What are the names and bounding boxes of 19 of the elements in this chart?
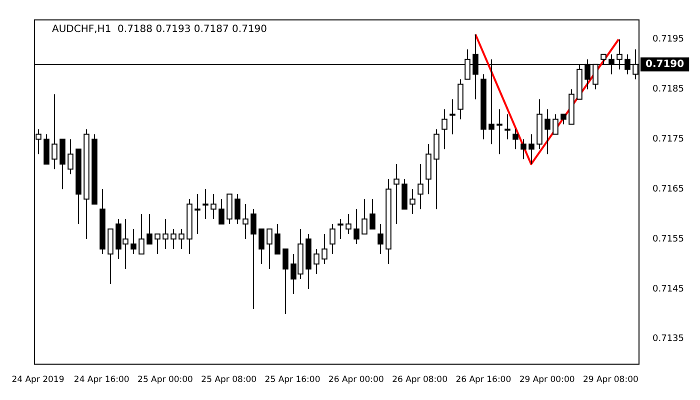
x-tick-label: 26 Apr 16:00 (456, 375, 512, 386)
x-tick-label: 24 Apr 2019 (12, 375, 64, 386)
x-tick-label: 24 Apr 16:00 (74, 375, 130, 386)
y-tick-label: 0.7195 (652, 34, 684, 45)
y-tick-label: 0.7145 (652, 284, 684, 294)
y-tick-label: 0.7165 (652, 184, 684, 194)
ref-line-label: 0.7190 (646, 58, 684, 70)
y-tick-label: 0.7185 (652, 84, 684, 95)
x-tick-label: 25 Apr 08:00 (201, 375, 257, 386)
x-tick-label: 26 Apr 08:00 (392, 375, 448, 386)
chart-title: AUDCHF,H1 0.7188 0.7193 0.7187 0.7190 (52, 24, 268, 35)
x-tick-label: 25 Apr 00:00 (138, 375, 193, 386)
x-tick-label: 29 Apr 08:00 (582, 375, 638, 386)
x-tick-label: 25 Apr 16:00 (264, 375, 320, 386)
x-tick-label: 29 Apr 00:00 (519, 375, 575, 386)
y-tick-label: 0.7175 (652, 134, 684, 145)
y-tick-label: 0.7155 (652, 234, 684, 244)
x-tick-label: 26 Apr 00:00 (328, 375, 384, 386)
y-tick-label: 0.7135 (652, 334, 684, 344)
